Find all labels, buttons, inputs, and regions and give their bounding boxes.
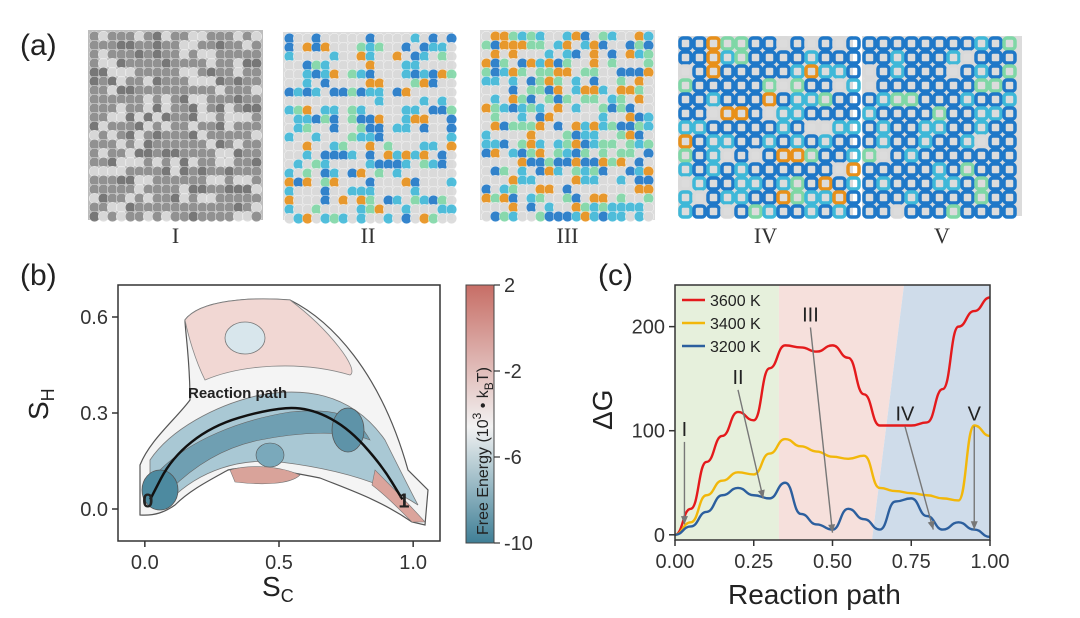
x-tick-label: 1.00: [971, 551, 1010, 573]
state-arrow-4: [904, 426, 934, 530]
colorbar: [465, 284, 495, 544]
snapshot-1-atoms: [88, 31, 262, 222]
legend-label-2: 3400 K: [710, 316, 761, 333]
panel-b-x-label: SC: [262, 571, 294, 606]
snapshot-2: II: [283, 32, 458, 248]
path-end-label: 1: [398, 490, 409, 512]
state-annotation-3: III: [802, 304, 819, 326]
state-annotation-4: IV: [895, 403, 915, 425]
panel-c-y-ticks: 0 100 200: [632, 317, 675, 547]
free-energy-surface: [139, 298, 429, 526]
snapshot-5-label: V: [934, 223, 950, 248]
snapshot-4-label: IV: [754, 223, 777, 248]
colorbar-label: Free Energy (103 • kBT): [470, 367, 496, 535]
y-tick-label: 0: [654, 525, 665, 547]
panel-b-y-label: SH: [23, 388, 58, 420]
snapshot-5: V: [862, 36, 1022, 248]
legend-label-1: 3600 K: [710, 293, 761, 310]
state-arrowhead-1: [680, 516, 688, 525]
y-tick-label: 0.6: [80, 307, 108, 329]
state-annotation-1: I: [682, 419, 688, 441]
surface-deep-band: [159, 410, 371, 491]
panel-b: (b) Reaction path 0 1 0.0 0.5 1.0 0.00.30.…: [20, 259, 533, 606]
x-tick-label: 0.00: [656, 551, 695, 573]
state-arrowhead-3: [828, 524, 836, 533]
y-tick-label: 0.0: [80, 499, 108, 521]
x-tick-label: 1.0: [399, 552, 427, 574]
surface-upper-lobe: [184, 298, 353, 381]
reaction-path-curve: [149, 406, 404, 501]
snapshot-2-label: II: [361, 223, 376, 248]
snapshot-4-atoms: [678, 36, 861, 219]
surface-lower-ridge: [229, 466, 301, 485]
state-annotation-5: V: [968, 403, 982, 425]
legend-label-3: 3200 K: [710, 339, 761, 356]
series-line-2: [675, 424, 990, 536]
panel-a-label: (a): [20, 29, 57, 62]
snapshot-1-label: I: [172, 223, 179, 248]
x-tick-label: 0.5: [265, 552, 293, 574]
reaction-path-label: Reaction path: [188, 385, 287, 402]
state-annotation-2: II: [732, 367, 743, 389]
y-tick-label: 0.3: [80, 403, 108, 425]
colorbar-tick-label: -6: [504, 447, 522, 469]
snapshot-2-atoms: [284, 33, 458, 224]
path-start-label: 0: [142, 490, 153, 512]
series-line-1: [675, 296, 990, 536]
state-arrowhead-5: [970, 521, 978, 530]
state-arrowhead-4: [927, 520, 935, 530]
snapshot-1: I: [88, 30, 263, 248]
surface-upper-basin: [224, 321, 266, 355]
panel-b-x-ticks: 0.0 0.5 1.0: [131, 541, 427, 574]
colorbar-ticks: 2 -2 -6 -10: [494, 275, 533, 555]
surface-right-edge: [371, 469, 426, 523]
panel-c-legend: 3600 K 3400 K 3200 K: [682, 293, 761, 356]
colorbar-tick-label: -10: [504, 533, 533, 555]
y-tick-label: 200: [632, 317, 665, 339]
colorbar-tick-label: -2: [504, 361, 522, 383]
snapshot-4: IV: [678, 36, 861, 248]
panel-a: (a) I II III IV V: [20, 29, 1022, 248]
colorbar-tick-label: 2: [504, 275, 515, 297]
x-tick-label: 0.50: [813, 551, 852, 573]
x-tick-label: 0.0: [131, 552, 159, 574]
snapshot-row: I II III IV V: [88, 30, 1022, 248]
snapshot-5-atoms: [862, 36, 1017, 219]
panel-c-x-label: Reaction path: [728, 579, 901, 610]
panel-b-y-ticks: 0.0 0.3 0.6: [80, 307, 118, 521]
state-arrowhead-2: [757, 489, 765, 499]
region-3: [872, 285, 990, 540]
surface-basin-mid: [255, 442, 285, 468]
panel-c-y-label: ΔG: [587, 390, 618, 430]
y-tick-label: 100: [632, 421, 665, 443]
snapshot-3-atoms: [481, 31, 655, 222]
snapshot-3: III: [480, 30, 655, 248]
surface-basin-0: [141, 469, 179, 511]
x-tick-label: 0.25: [734, 551, 773, 573]
snapshot-3-label: III: [557, 223, 579, 248]
panel-c-x-ticks: 0.00 0.25 0.50 0.75 1.00: [656, 540, 1010, 573]
panel-c-label: (c): [598, 259, 633, 292]
panel-b-label: (b): [20, 259, 57, 292]
state-arrow-2: [737, 389, 764, 499]
x-tick-label: 0.75: [892, 551, 931, 573]
state-arrow-3: [809, 327, 834, 533]
